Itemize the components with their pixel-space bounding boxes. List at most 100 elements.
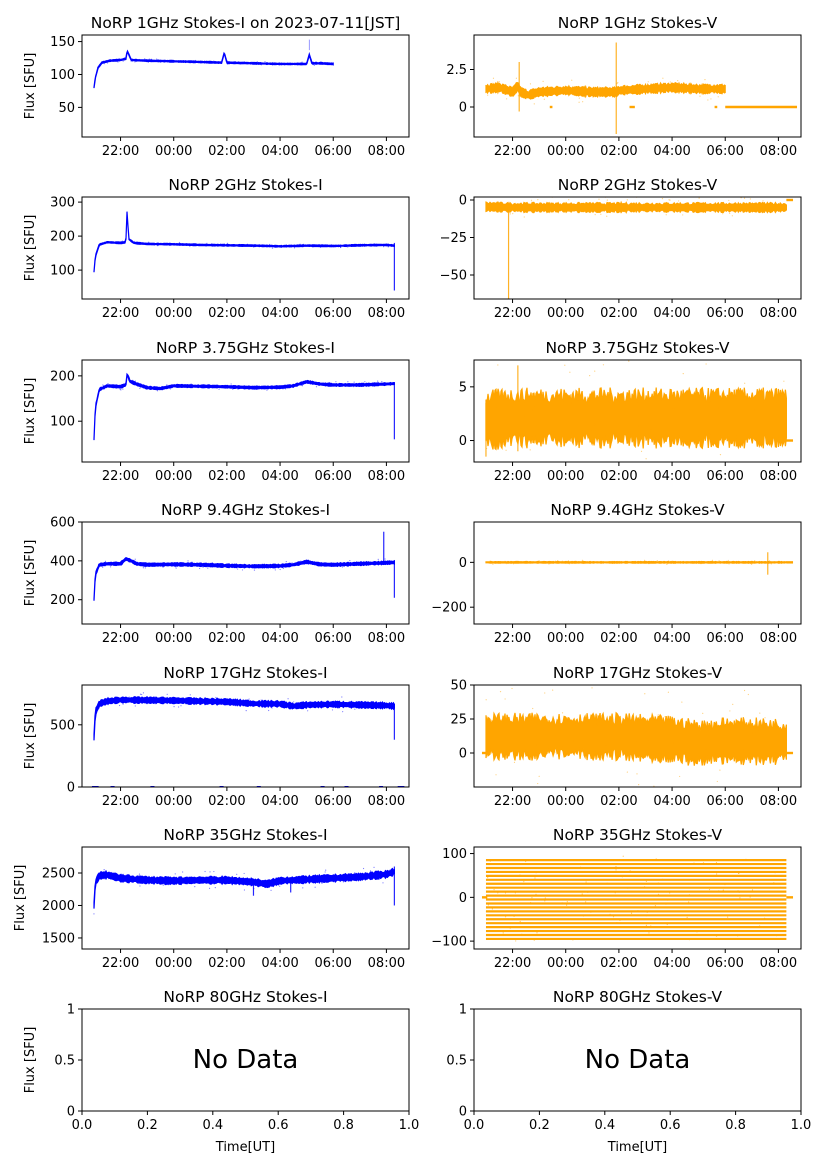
data-point	[366, 244, 368, 246]
data-point	[779, 562, 781, 564]
data-point	[175, 566, 177, 568]
data-point	[373, 866, 375, 868]
data-point	[252, 246, 255, 248]
data-point	[308, 562, 310, 564]
data-point	[229, 702, 231, 704]
data-point	[121, 240, 123, 242]
data-point	[492, 563, 494, 565]
data-point	[629, 731, 631, 733]
data-point	[711, 559, 714, 561]
x-tick-label: 00:00	[155, 794, 192, 809]
data-point	[487, 877, 489, 879]
data-point	[523, 881, 525, 883]
data-point	[381, 381, 383, 383]
data-point	[779, 886, 781, 888]
data-point	[121, 876, 123, 878]
series-band	[93, 557, 395, 601]
data-point	[688, 723, 690, 725]
chart-title: NoRP 3.75GHz Stokes-I	[156, 339, 335, 357]
data-point	[189, 694, 191, 696]
data-point	[568, 563, 570, 565]
x-tick-label: 08:00	[760, 469, 797, 484]
x-tick-label: 00:00	[547, 794, 584, 809]
series-band	[93, 372, 395, 441]
data-point	[190, 60, 192, 62]
data-point	[105, 60, 108, 62]
data-point	[166, 698, 169, 700]
data-point	[216, 702, 219, 704]
data-point	[296, 384, 298, 386]
data-point	[376, 702, 378, 704]
data-point	[103, 564, 105, 566]
data-point	[138, 58, 141, 61]
data-point	[529, 83, 532, 85]
data-point	[382, 882, 384, 884]
data-point	[499, 691, 502, 693]
data-point	[740, 934, 742, 936]
y-tick-label: 0	[459, 194, 467, 209]
x-tick-label: 06:00	[706, 469, 743, 484]
data-point	[682, 373, 684, 375]
data-point	[594, 469, 595, 470]
data-point	[544, 900, 546, 902]
data-point	[535, 872, 537, 874]
data-point	[768, 560, 771, 562]
data-point	[661, 878, 664, 880]
x-tick-label: 02:00	[208, 144, 245, 159]
data-point	[488, 479, 489, 480]
x-tick-label: 0.0	[72, 1118, 93, 1133]
plot-area-p2i	[93, 211, 395, 291]
data-point	[539, 397, 541, 399]
x-tick-label: 02:00	[600, 469, 637, 484]
data-point	[582, 915, 585, 917]
data-point	[137, 882, 139, 885]
x-tick-label: 02:00	[208, 794, 245, 809]
data-point	[103, 699, 105, 701]
y-tick-label: 25	[450, 713, 467, 728]
data-point	[561, 712, 564, 714]
x-tick-label: 22:00	[102, 469, 139, 484]
data-point	[103, 868, 105, 871]
data-point	[124, 701, 127, 704]
data-point	[390, 244, 392, 246]
data-point	[134, 705, 136, 707]
data-point	[107, 383, 109, 385]
data-point	[573, 562, 575, 564]
data-point	[329, 245, 332, 247]
data-point	[148, 241, 150, 243]
chart-title: NoRP 17GHz Stokes-I	[163, 664, 327, 682]
x-tick-label: 04:00	[653, 794, 690, 809]
data-point	[658, 83, 660, 85]
chart-title: NoRP 35GHz Stokes-V	[553, 826, 723, 844]
data-point	[602, 562, 604, 564]
data-point	[505, 449, 507, 451]
data-point	[681, 701, 683, 703]
x-tick-label: 06:00	[314, 469, 351, 484]
data-point	[647, 81, 649, 83]
data-point	[128, 696, 130, 698]
data-point	[679, 775, 681, 778]
data-point	[552, 689, 554, 691]
data-point	[619, 919, 621, 921]
data-point	[646, 83, 649, 85]
data-point	[520, 93, 523, 96]
axes-frame	[81, 34, 410, 138]
data-point	[342, 881, 345, 883]
y-tick-label: 500	[50, 718, 75, 733]
data-point	[546, 867, 548, 869]
y-axis-label: Flux [SFU]	[23, 215, 38, 282]
data-point	[497, 364, 499, 366]
x-tick-label: 06:00	[314, 631, 351, 646]
data-point	[743, 749, 745, 751]
data-point	[356, 701, 358, 703]
data-point	[724, 562, 726, 564]
data-point	[382, 705, 384, 707]
x-tick-label: 00:00	[155, 306, 192, 321]
x-axis-label: Time[UT]	[607, 1140, 667, 1155]
data-point	[717, 96, 719, 98]
data-point	[151, 243, 153, 245]
data-point	[277, 567, 279, 569]
data-point	[279, 885, 281, 887]
x-tick-label: 08:00	[760, 794, 797, 809]
